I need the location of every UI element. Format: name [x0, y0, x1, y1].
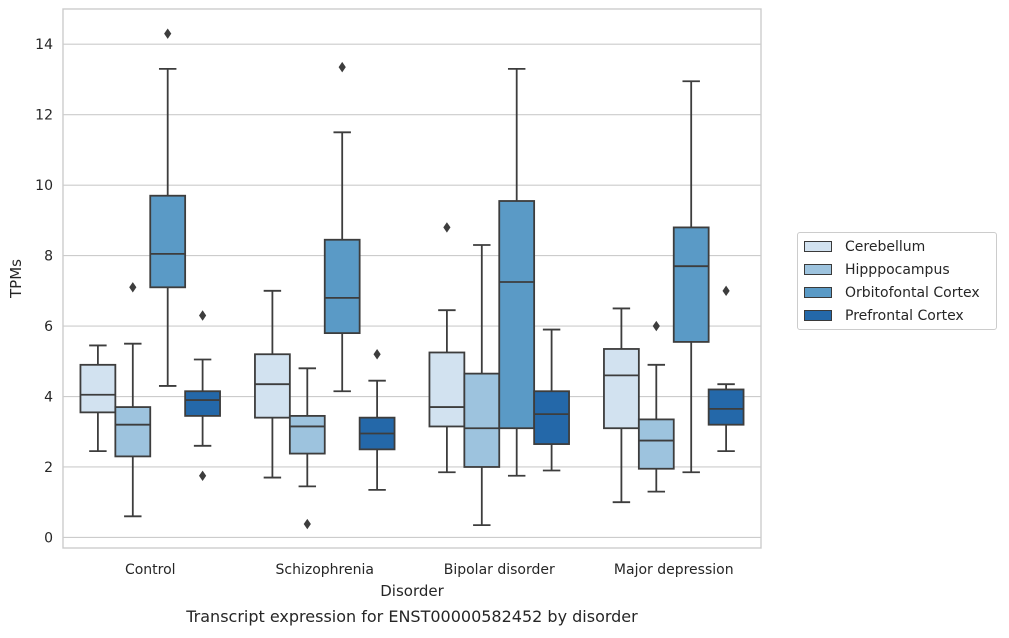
outlier-point [129, 282, 137, 293]
y-tick-label: 6 [44, 319, 53, 335]
box-iqr [288, 414, 326, 455]
legend-item: Cerebellum [798, 235, 996, 258]
outlier-point [199, 470, 207, 481]
legend-swatch [804, 241, 832, 252]
x-tick-label: Schizophrenia [276, 562, 374, 578]
x-tick-label: Bipolar disorder [444, 562, 555, 578]
outlier-point [199, 310, 207, 321]
box-iqr [79, 363, 117, 414]
box-iqr [533, 390, 570, 445]
box-iqr [114, 406, 152, 458]
legend-item: Prefrontal Cortex [798, 304, 996, 327]
legend-label: Orbitofontal Cortex [845, 284, 980, 301]
outlier-point [338, 61, 346, 73]
outlier-point [303, 518, 311, 530]
y-tick-label: 12 [35, 108, 53, 124]
box-iqr [184, 390, 221, 417]
box-iqr [149, 194, 187, 289]
outlier-point [722, 285, 730, 297]
box-iqr [707, 388, 745, 426]
box-iqr [498, 200, 536, 430]
x-tick-label: Control [125, 562, 176, 578]
legend: Cerebellum Hipppocampus Orbitofontal Corte… [797, 232, 997, 330]
box-iqr [323, 238, 361, 335]
legend-label: Cerebellum [845, 238, 926, 255]
box-iqr [463, 372, 501, 468]
y-tick-label: 0 [44, 530, 53, 546]
y-tick-label: 8 [44, 249, 53, 265]
y-tick-label: 2 [44, 460, 53, 476]
y-tick-label: 10 [35, 178, 53, 194]
chart-caption: Transcript expression for ENST0000058245… [186, 607, 638, 626]
x-axis-label: Disorder [380, 582, 444, 600]
legend-swatch [804, 264, 832, 275]
legend-swatch [804, 310, 832, 321]
y-axis-label: TPMs [7, 259, 25, 299]
legend-item: Orbitofontal Cortex [798, 281, 996, 304]
outlier-point [652, 320, 660, 332]
legend-label: Hipppocampus [845, 261, 950, 278]
outlier-point [373, 349, 381, 360]
legend-swatch [804, 287, 832, 298]
legend-label: Prefrontal Cortex [845, 307, 964, 324]
legend-item: Hipppocampus [798, 258, 996, 281]
box-iqr [428, 351, 466, 428]
outlier-point [443, 222, 451, 233]
plot-frame [62, 8, 762, 549]
box-iqr [254, 353, 291, 419]
x-tick-label: Major depression [614, 562, 734, 578]
box-iqr [603, 348, 640, 430]
box-iqr [637, 418, 675, 470]
y-tick-label: 4 [44, 390, 53, 406]
y-tick-label: 14 [35, 37, 53, 53]
box-iqr [672, 226, 710, 343]
outlier-point [164, 28, 172, 39]
